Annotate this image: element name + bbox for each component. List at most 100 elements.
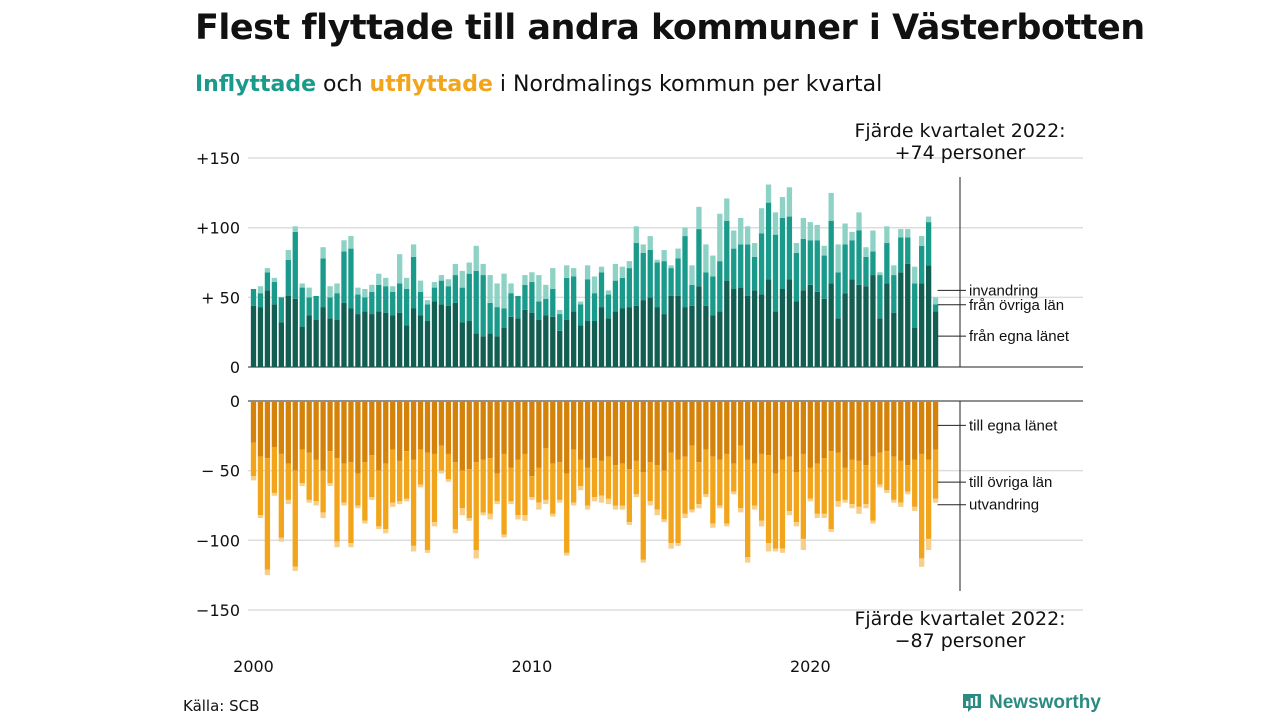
inflow-bar-immigration [835,244,841,273]
outflow-bar-own [466,401,472,470]
outflow-bar-emigration [619,505,626,510]
outflow-bar-own [480,401,486,460]
inflow-bar-other [508,293,514,317]
outflow-bar-own [557,401,563,463]
outflow-bar-emigration [508,501,514,505]
outflow-bar-own [640,401,646,473]
inflow-bar-other [605,294,612,319]
outflow-bar-emigration [786,511,793,516]
outflow-bar-other [417,449,424,485]
inflow-bar-other [529,282,535,313]
outflow-bar-other [362,462,368,521]
subtitle-connector: och [316,72,370,97]
inflow-bar-immigration [598,266,605,273]
outflow-bar-emigration [591,497,598,502]
inflow-bar-immigration [591,276,598,294]
y-tick-label-top: +100 [196,219,240,238]
outflow-bar-other [313,459,319,502]
subtitle-outflow: utflyttade [369,72,493,97]
inflow-bar-own [417,315,424,367]
inflow-bar-other [696,229,702,287]
outflow-bar-emigration [473,550,479,559]
outflow-bar-other [584,467,591,506]
outflow-bar-other [320,470,326,513]
inflow-bar-own [508,316,514,367]
inflow-bar-own [751,290,758,367]
outflow-bar-own [320,401,326,471]
inflow-bar-other [738,244,744,288]
outflow-bar-emigration [863,504,869,509]
inflow-bar-immigration [459,270,465,288]
outflow-bar-other [710,456,716,524]
outflow-bar-emigration [745,557,751,563]
outflow-bar-other [494,473,500,502]
inflow-bar-immigration [494,283,500,308]
outflow-bar-own [564,401,570,474]
outflow-bar-own [550,401,556,464]
inflow-bar-own [612,311,619,367]
inflow-bar-own [925,265,932,367]
inflow-bar-immigration [369,284,375,292]
outflow-bar-other [654,465,660,510]
inflow-bar-other [543,298,549,316]
inflow-bar-other [348,248,354,309]
outflow-bar-emigration [710,523,716,528]
outflow-bar-other [459,470,465,509]
outflow-bar-emigration [765,543,772,552]
inflow-bar-own [341,302,347,367]
outflow-bar-other [564,473,570,553]
inflow-bar-immigration [571,268,577,277]
outflow-bar-own [779,401,786,460]
outflow-bar-other [703,449,709,495]
inflow-bar-other [772,234,779,312]
outflow-bar-emigration [320,512,326,519]
outflow-bar-emigration [751,505,758,510]
inflow-bar-other [731,248,737,289]
inflow-bar-own [299,326,305,367]
inflow-bar-own [494,336,500,367]
outflow-bar-other [306,452,312,500]
outflow-bar-other [779,459,786,549]
inflow-bar-other [536,301,542,320]
outflow-bar-emigration [390,502,396,507]
inflow-bar-own [640,300,646,367]
outflow-bar-own [724,401,730,454]
outflow-bar-other [689,445,695,510]
inflow-bar-other [703,272,709,306]
outflow-bar-own [647,401,653,463]
outflow-bar-emigration [738,508,744,513]
inflow-bar-other [612,280,619,312]
inflow-bar-immigration [786,187,793,217]
inflow-bar-own [863,286,869,367]
label-from-own-county: från egna länet [969,328,1070,345]
inflow-bar-own [529,312,535,367]
outflow-bar-emigration [543,499,549,505]
outflow-bar-own [257,401,264,457]
inflow-bar-immigration [703,244,709,273]
outflow-bar-emigration [828,529,834,532]
inflow-bar-own [856,284,862,367]
outflow-bar-own [591,401,598,459]
label-from-other-counties: från övriga län [969,297,1064,314]
inflow-bar-own [487,333,493,367]
outflow-bar-other [765,455,772,544]
outflow-bar-other [452,462,458,530]
outflow-bar-other [334,458,340,542]
inflow-bar-other [717,261,723,312]
outflow-bar-other [529,476,535,498]
inflow-bar-own [703,305,709,367]
outflow-bar-other [891,456,897,500]
inflow-bar-immigration [863,247,869,257]
inflow-bar-other [564,277,570,320]
inflow-bar-other [779,217,786,289]
outflow-bar-other [410,459,417,546]
outflow-bar-other [856,460,862,507]
outflow-bar-emigration [299,483,305,486]
inflow-bar-own [884,283,890,367]
inflow-bar-immigration [264,268,271,273]
outflow-bar-own [717,401,723,460]
inflow-bar-own [571,311,577,367]
inflow-bar-other [745,244,751,296]
outflow-bar-own [473,401,479,463]
outflow-bar-emigration [557,499,563,503]
